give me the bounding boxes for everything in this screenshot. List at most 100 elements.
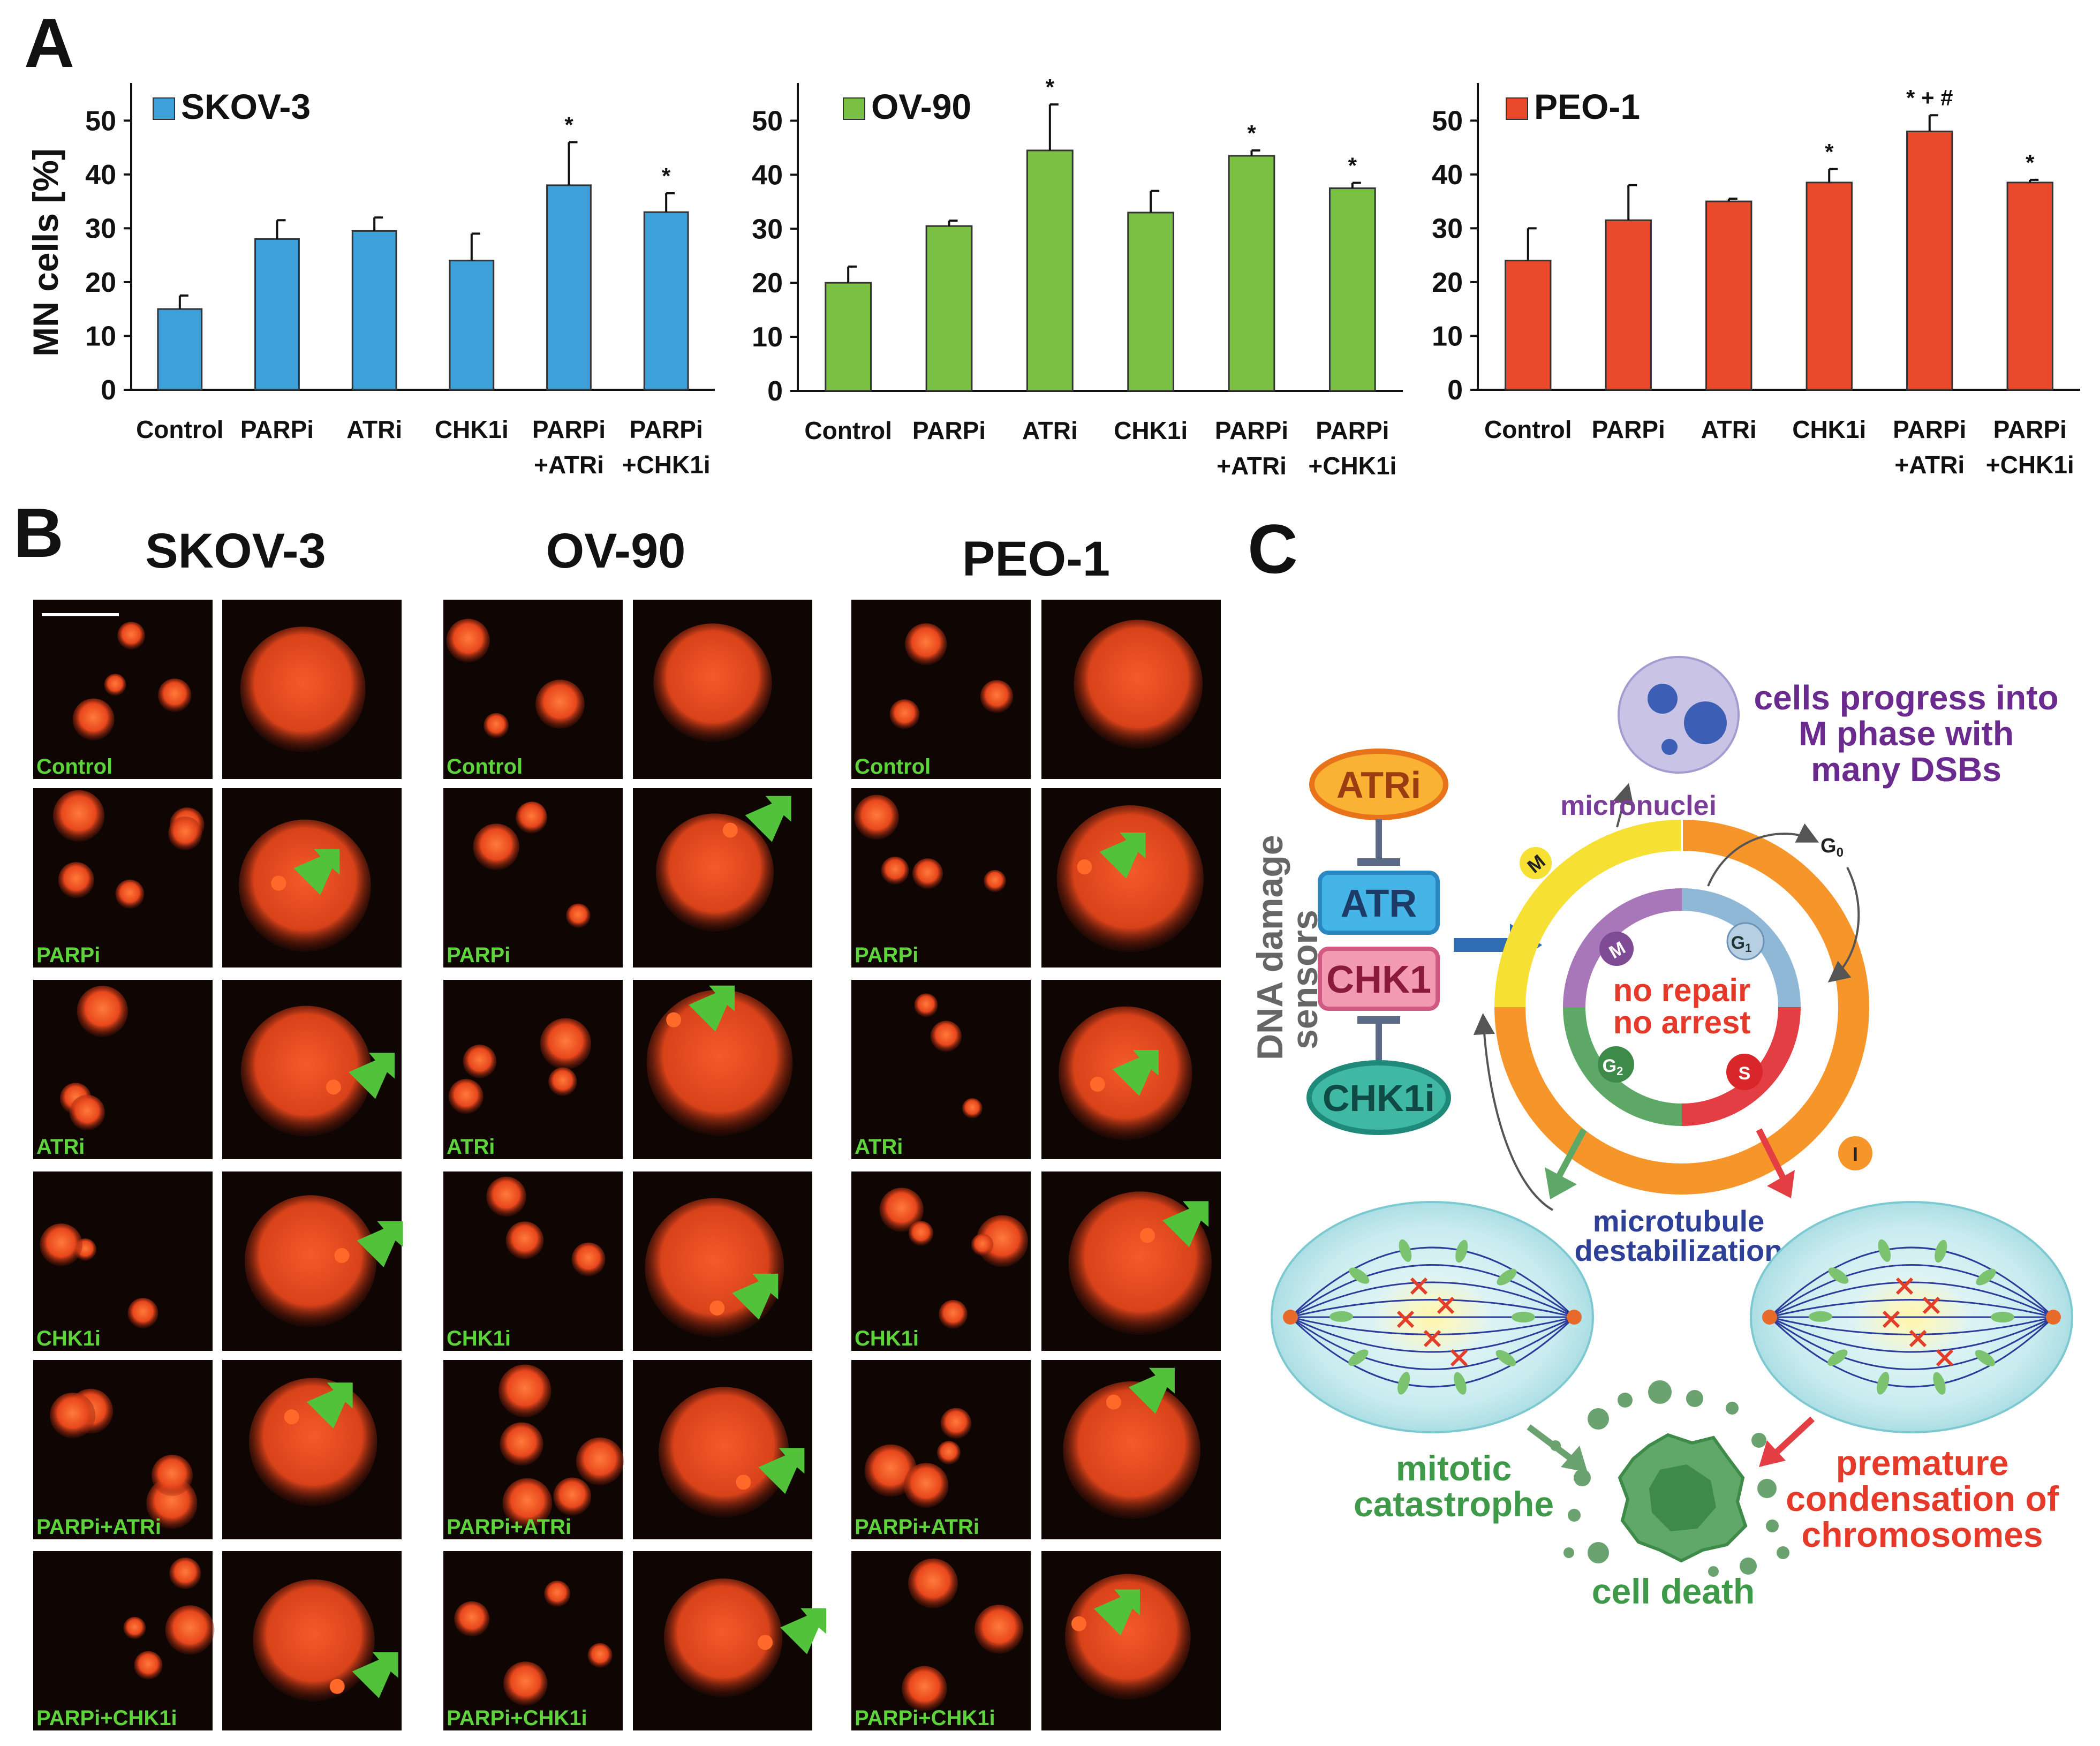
micronucleus	[326, 1079, 341, 1095]
bar-charts: 0 10 20 30 40 50 MN cells [%] SKOV-3 Control PARP…	[26, 74, 2080, 480]
chk1i-node	[1306, 1060, 1451, 1135]
nucleus	[645, 1198, 784, 1337]
nucleus	[486, 1176, 526, 1217]
panel-label-b: B	[13, 494, 64, 572]
x-tick-label: CHK1i	[1792, 415, 1866, 443]
micrograph-overview: PARPi+CHK1i	[33, 1551, 215, 1730]
micrograph-zoom	[633, 1551, 827, 1730]
apoptotic-bleb	[1574, 1469, 1591, 1486]
micrograph-zoom	[222, 1551, 402, 1730]
premature-label-line3: chromosomes	[1801, 1515, 2043, 1554]
micronucleus	[1071, 1616, 1086, 1631]
atri-node	[1309, 749, 1448, 820]
nucleus	[881, 856, 909, 885]
arrow-indicator	[1162, 1201, 1209, 1248]
chromosome	[1396, 1310, 1415, 1328]
nucleus	[40, 1223, 82, 1266]
nucleus	[975, 1605, 1024, 1654]
arrow-head	[1561, 1446, 1588, 1472]
x-tick-label: PARPi	[1316, 417, 1389, 444]
spindle-fiber	[1769, 1299, 2054, 1318]
micrograph-bg	[851, 980, 1031, 1159]
nucleus	[454, 1601, 490, 1637]
nucleus	[240, 626, 366, 752]
organelle	[1976, 1268, 1996, 1286]
apoptotic-bleb	[1648, 1380, 1672, 1404]
legend-swatch	[153, 97, 175, 120]
nucleus	[908, 1558, 958, 1608]
organelle	[1454, 1372, 1467, 1395]
x-tick-label: Control	[804, 417, 892, 444]
treatment-label: ATRi	[447, 1135, 495, 1159]
mitotic-cells	[1271, 1201, 2073, 1433]
spindle-fiber	[1290, 1316, 1575, 1353]
progress-label-line2: M phase with	[1799, 714, 2014, 753]
spindle-fiber	[1289, 1246, 1575, 1318]
y-tick-label: 40	[85, 160, 116, 191]
nucleus	[77, 986, 128, 1037]
micrograph-overview: Control	[851, 600, 1031, 779]
nucleus	[930, 1021, 962, 1052]
nucleus	[576, 1437, 624, 1485]
phase-i-label: I	[1853, 1143, 1858, 1165]
nucleus	[151, 1455, 193, 1496]
chromosome	[1450, 1349, 1468, 1367]
y-tick-label: 20	[1432, 267, 1463, 298]
micrograph-zoom	[1041, 980, 1221, 1159]
micrograph-zoom	[222, 788, 402, 968]
spindle-fiber	[1290, 1316, 1575, 1335]
micrograph-overview: PARPi+ATRi	[33, 1360, 213, 1539]
arrow-indicator	[1112, 1050, 1159, 1097]
nucleus	[484, 713, 509, 738]
spindle-fiber	[1290, 1281, 1575, 1318]
chromosome	[1936, 1349, 1954, 1367]
micrograph-overview: PARPi	[851, 788, 1031, 968]
y-tick-label: 0	[101, 375, 116, 406]
spindle-fiber	[1769, 1316, 2054, 1388]
micronucleus	[722, 822, 738, 838]
organelle	[1399, 1239, 1412, 1262]
x-tick-label: Control	[1484, 415, 1572, 443]
chk1i-label: CHK1i	[1323, 1077, 1435, 1119]
no-arrest-label: no arrest	[1613, 1004, 1751, 1040]
significance-marker: *	[1825, 139, 1834, 164]
nucleus	[448, 1079, 484, 1114]
bar	[1328, 187, 1376, 392]
x-tick-label: +CHK1i	[1308, 452, 1396, 480]
organelle	[1975, 1350, 1996, 1366]
nucleus	[663, 1578, 783, 1697]
y-tick-label: 50	[85, 105, 116, 137]
apoptotic-bleb	[1550, 1440, 1561, 1451]
nucleus	[976, 1215, 1029, 1267]
chart-skov-3: 0 10 20 30 40 50 MN cells [%] SKOV-3 Control PARP…	[26, 83, 715, 479]
chk1-node	[1318, 947, 1440, 1011]
organelle	[1827, 1349, 1848, 1366]
centrosome	[1283, 1310, 1298, 1325]
nucleus	[169, 1558, 201, 1590]
nucleus	[971, 1234, 994, 1256]
bar	[1228, 155, 1275, 392]
micronucleus	[666, 1012, 682, 1027]
micrograph-overview: PARPi+ATRi	[851, 1360, 1031, 1539]
micrograph-zoom	[1041, 788, 1221, 968]
nucleus	[165, 1605, 215, 1655]
organelle	[1348, 1349, 1369, 1366]
chart-title: PEO-1	[1534, 87, 1640, 126]
nucleus	[502, 1478, 553, 1528]
nucleus	[940, 1408, 972, 1439]
nucleus	[58, 862, 94, 898]
nucleus	[658, 1387, 789, 1517]
x-tick-label: ATRi	[346, 415, 402, 443]
spindle-fiber	[1289, 1316, 1575, 1388]
nucleus	[566, 903, 591, 928]
apoptotic-bleb	[1588, 1542, 1609, 1563]
mitotic-cell-condensation	[1750, 1201, 2073, 1433]
chromosome	[1909, 1329, 1927, 1348]
nucleus	[72, 698, 115, 740]
micrograph-zoom	[222, 1360, 402, 1539]
treatment-label: CHK1i	[447, 1327, 511, 1350]
premature-label-line1: premature	[1836, 1443, 2009, 1483]
micronucleus	[329, 1679, 345, 1694]
y-tick-label: 30	[85, 213, 116, 244]
